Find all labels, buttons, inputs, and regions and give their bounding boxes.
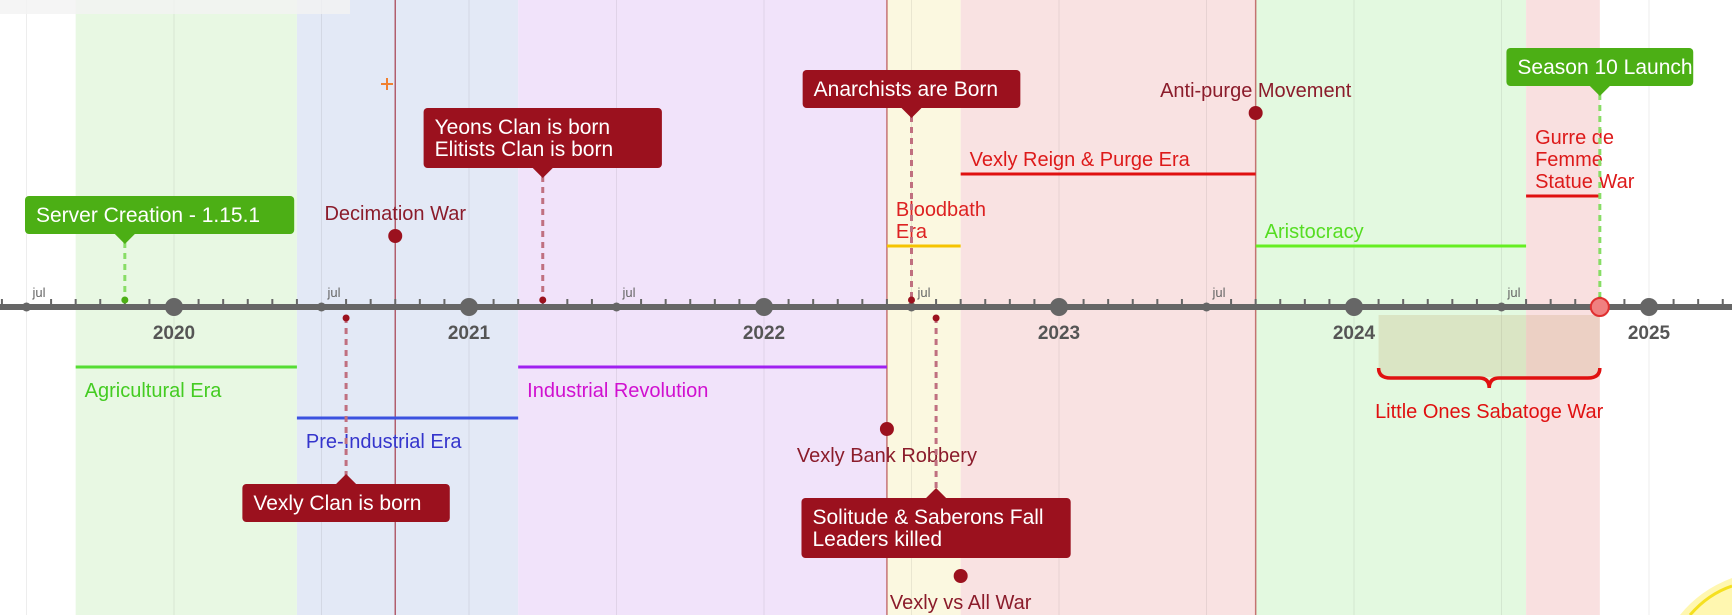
event-box-text: Elitists Clan is born xyxy=(435,138,614,161)
midyear-label: jul xyxy=(32,285,46,300)
event-anchor xyxy=(932,314,940,322)
era-label-line: Statue War xyxy=(1535,171,1635,193)
era-label-line: Bloodbath xyxy=(896,199,986,221)
event-dot xyxy=(953,569,968,583)
year-tick xyxy=(1640,298,1658,316)
event-label: Anti-purge Movement xyxy=(1160,80,1352,102)
event-dot xyxy=(879,422,894,436)
event-box[interactable] xyxy=(242,484,450,522)
year-label: 2024 xyxy=(1333,323,1376,344)
event-box-text: Season 10 Launch xyxy=(1517,56,1692,79)
year-label: 2025 xyxy=(1628,323,1671,344)
era-label: Aristocracy xyxy=(1265,221,1364,243)
box-pointer xyxy=(1589,86,1610,96)
boxed-events[interactable]: Server Creation - 1.15.1 Yeons Clan is bo… xyxy=(25,48,1694,558)
event-box-text: Vexly Clan is born xyxy=(253,492,421,515)
top-fade xyxy=(0,0,350,14)
range-events: Little Ones Sabatoge War xyxy=(1375,315,1604,423)
time-axis: 2020 2021 2022 2023 2024 2025 jul jul jul jul jul j… xyxy=(0,285,1732,344)
midyear-label: jul xyxy=(1212,285,1226,300)
era-label-line: Vexly Reign & Purge Era xyxy=(970,149,1191,171)
range-label: Little Ones Sabatoge War xyxy=(1375,401,1604,423)
year-label: 2020 xyxy=(153,323,195,344)
point-events: Decimation War Anti-purge Movement Vexly B… xyxy=(324,80,1351,614)
event-anchor xyxy=(908,296,915,304)
midyear-tick xyxy=(22,302,31,312)
event-box-text: Yeons Clan is born xyxy=(435,116,611,139)
box-pointer xyxy=(926,488,947,498)
era-label-line: Gurre de xyxy=(1535,127,1614,149)
midyear-label: jul xyxy=(917,285,931,300)
box-pointer xyxy=(336,474,357,484)
year-tick xyxy=(1345,298,1363,316)
year-tick xyxy=(755,298,773,316)
era-label-line: Aristocracy xyxy=(1265,221,1364,243)
year-tick xyxy=(460,298,478,316)
event-box-text: Server Creation - 1.15.1 xyxy=(36,204,260,227)
event-anchor xyxy=(539,296,547,304)
event-box[interactable] xyxy=(801,498,1071,558)
box-pointer xyxy=(114,234,135,244)
event-anchor xyxy=(121,296,129,304)
midyear-tick xyxy=(1202,302,1211,312)
box-pointer xyxy=(532,168,553,178)
era-label: Pre-Industrial Era xyxy=(306,431,462,453)
range-brace xyxy=(1376,367,1602,389)
era-label: Vexly Reign & Purge Era xyxy=(970,149,1191,171)
midyear-label: jul xyxy=(1507,285,1521,300)
corner-decoration xyxy=(1688,584,1732,615)
year-label: 2023 xyxy=(1038,323,1080,344)
era-labels: Agricultural Era Pre-Industrial Era Indust… xyxy=(75,127,1635,453)
box-pointer xyxy=(901,108,922,118)
marker-ring xyxy=(1589,297,1610,317)
midyear-tick xyxy=(1497,302,1506,312)
event-label: Vexly Bank Robbery xyxy=(797,445,977,467)
midyear-label: jul xyxy=(622,285,636,300)
midyear-label: jul xyxy=(327,285,341,300)
year-tick xyxy=(1050,298,1068,316)
era-label: Agricultural Era xyxy=(85,380,223,402)
event-dot xyxy=(388,229,403,243)
event-dot xyxy=(1248,106,1263,120)
event-anchor xyxy=(342,314,350,322)
event-box[interactable] xyxy=(1506,48,1694,86)
event-label: Decimation War xyxy=(324,203,466,225)
era-label-line: Femme xyxy=(1535,149,1603,171)
midyear-tick xyxy=(612,302,621,312)
corner-decoration xyxy=(1680,578,1732,615)
era-label: Industrial Revolution xyxy=(527,380,708,402)
event-box[interactable] xyxy=(802,70,1021,108)
event-box[interactable] xyxy=(423,108,662,168)
event-box[interactable] xyxy=(25,196,295,234)
event-box-text: Leaders killed xyxy=(812,528,942,551)
era-label: Gurre de Femme Statue War xyxy=(1535,127,1635,193)
range-shade xyxy=(1378,315,1600,377)
midyear-tick xyxy=(317,302,326,312)
year-tick xyxy=(165,298,183,316)
year-label: 2021 xyxy=(448,323,491,344)
event-box-text: Solitude & Saberons Fall xyxy=(812,506,1043,529)
event-label: Vexly vs All War xyxy=(890,592,1032,614)
year-label: 2022 xyxy=(743,323,785,344)
midyear-tick xyxy=(907,302,916,312)
event-box-text: Anarchists are Born xyxy=(814,78,998,101)
